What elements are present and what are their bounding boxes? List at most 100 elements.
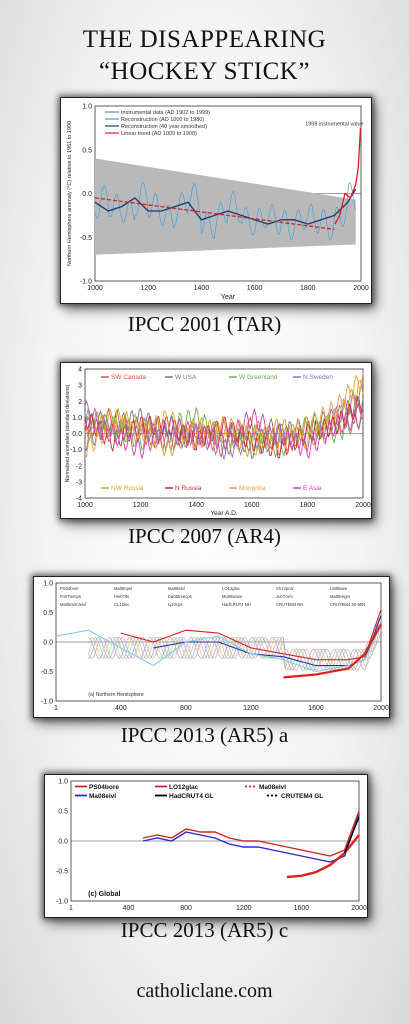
ar5c-panel-label: (c) Global	[88, 891, 120, 898]
ar5a-panel-label: (a) Northern Hemisphere	[88, 692, 144, 698]
ar5a-background-series	[88, 629, 382, 671]
tar-ytick-label: 0.0	[82, 191, 92, 198]
chart-ar5a-svg: 1 400 800 1200 1600 2000 -1.0 -0.5 0.0 0.5 1.0 PS04…	[41, 581, 389, 713]
ar5a-legend-label: Ma08minVeivf	[60, 602, 87, 607]
tar-ytick-label: 0.5	[82, 147, 92, 154]
tar-ytick-label: 1.0	[82, 104, 92, 111]
tar-ytick-label: -0.5	[80, 235, 92, 242]
title-line-2: “HOCKEY STICK”	[99, 58, 310, 85]
tar-xtick-label: 1800	[300, 285, 316, 292]
ar5a-legend-label: Da06treecps	[168, 594, 192, 599]
tar-legend-label: Reconstruction (AD 1000 to 1980)	[121, 117, 204, 123]
ar5a-legend-label: LO12glac	[222, 586, 240, 591]
ar4-legend-label: NW Russia	[111, 485, 144, 492]
ar5c-ytick-label: 1.0	[58, 779, 68, 786]
ar5c-legend-label: HadCRUT4 GL	[169, 793, 214, 800]
ar5a-legend-label: Ma08cpsl	[114, 586, 132, 591]
tar-series-line	[94, 197, 335, 231]
ar4-legend-label: W USA	[175, 374, 197, 381]
ar5c-xtick-label: 1600	[294, 905, 310, 912]
ar4-ytick-label: 0.0	[72, 431, 82, 438]
ar5c-series-line	[343, 816, 360, 854]
ar5a-legend-label: Ma08regm	[330, 594, 351, 599]
ar5a-legend-label: HadCRUT4 NH	[222, 602, 251, 607]
ar5a-legend-label: Hei07lts	[114, 594, 129, 599]
ar5c-xtick-label: 1	[69, 905, 73, 912]
ar5a-series-line	[283, 623, 382, 679]
tar-xtick-label: 2000	[353, 285, 369, 292]
ar5c-xtick-label: 800	[180, 905, 192, 912]
ar5a-legend-label: CRUTEM4 NH	[276, 602, 303, 607]
ar4-legend-label: Mongolia	[239, 485, 266, 492]
ar4-series-line	[84, 383, 364, 460]
tar-reconstruction-line	[94, 181, 357, 241]
chart-panel-ar5a: 1 400 800 1200 1600 2000 -1.0 -0.5 0.0 0.5 1.0 PS04…	[33, 576, 390, 718]
ar4-x-axis-label: Year A.D.	[210, 510, 237, 517]
ar5a-xtick-label: 1200	[243, 705, 259, 712]
ar5a-legend-label: Fri07temps	[60, 594, 81, 599]
ar5a-legend-label: CL12loc	[114, 602, 129, 607]
ar5c-legend-label: CRUTEM4 GL	[281, 793, 323, 800]
ar4-ytick-label: 4	[78, 367, 82, 374]
ar5a-ytick-label: 0.5	[43, 610, 53, 617]
tar-ytick-label: -1.0	[80, 279, 92, 286]
ar5a-ytick-label: 0.0	[43, 640, 53, 647]
ar4-ytick-label: 1.0	[72, 415, 82, 422]
ar4-ytick-label: -3	[76, 479, 82, 486]
chart-panel-ar4: 1000 1200 1400 1600 1800 2000 -4 -3 -2 -1.0 0.0 1.0…	[60, 362, 372, 519]
ar5a-xtick-label: 800	[180, 705, 192, 712]
tar-x-axis-label: Year	[221, 294, 236, 301]
chart-ar4-svg: 1000 1200 1400 1600 1800 2000 -4 -3 -2 -1.0 0.0 1.0…	[65, 367, 371, 518]
ar5c-xtick-label: 2000	[351, 905, 367, 912]
caption-tar: IPCC 2001 (TAR)	[127, 312, 282, 336]
ar4-legend-label: W Greenland	[239, 374, 278, 381]
ar4-xtick-label: 1400	[188, 502, 204, 509]
ar5a-legend-label: LM08ave	[330, 586, 348, 591]
ar4-ytick-label: -1.0	[70, 447, 82, 454]
ar5a-legend-label: Sh12pcar	[276, 586, 295, 591]
ar4-series-line	[84, 407, 364, 460]
ar4-xtick-label: 1800	[300, 502, 316, 509]
ar5a-series-line	[55, 624, 382, 673]
ar5c-legend-label: LO12glac	[169, 784, 199, 791]
ar4-series-line	[84, 372, 364, 459]
chart-panel-tar: 1000 1200 1400 1600 1800 2000 -1.0 -0.5 0.0 0.5 1.…	[60, 97, 372, 304]
tar-series-line	[334, 127, 362, 225]
ar5a-xtick-label: 2000	[373, 705, 389, 712]
ar5a-xtick-label: 1	[54, 705, 58, 712]
ar5c-legend-label: Ma08eivl	[259, 784, 286, 791]
tar-uncertainty-band	[95, 158, 356, 255]
ar5a-legend-label: Lj10cps	[168, 602, 182, 607]
ar4-xtick-label: 1000	[77, 502, 93, 509]
ar5c-ytick-label: 0.5	[58, 809, 68, 816]
ar5a-series-line	[120, 609, 382, 661]
ar5a-legend-label: PS04bore	[60, 586, 79, 591]
ar5c-ytick-label: 0.0	[58, 839, 68, 846]
tar-legend-label: Reconstruction (40 year smoothed)	[121, 124, 207, 130]
chart-panel-ar5c: 1 400 800 1200 1600 2000 -1.0 -0.5 0.0 0.5 1.0 PS04…	[44, 774, 368, 918]
tar-xtick-label: 1000	[87, 285, 103, 292]
ar5a-ytick-label: 1.0	[43, 581, 53, 588]
site-credit: catholiclane.com	[136, 980, 273, 1002]
ar5a-ytick-label: -1.0	[41, 699, 53, 706]
ar5c-legend-label: Ma08eivl	[89, 793, 116, 800]
ar4-legend-label: N Russia	[175, 485, 202, 492]
ar5a-xtick-label: 400	[115, 705, 127, 712]
ar4-ytick-label: 2	[78, 399, 82, 406]
ar5a-legend-label: Ma08eivl	[168, 586, 185, 591]
ar5a-background-series	[88, 619, 382, 671]
caption-ar5a: IPCC 2013 (AR5) a	[120, 723, 289, 747]
ar5c-series-line	[142, 810, 360, 857]
tar-legend-label: Instrumental data (AD 1902 to 1999)	[121, 110, 210, 116]
caption-ar4: IPCC 2007 (AR4)	[128, 524, 281, 548]
ar4-xtick-label: 2000	[355, 502, 371, 509]
ar5c-xtick-label: 1200	[236, 905, 252, 912]
ar4-legend-label: E Asia	[303, 485, 322, 492]
tar-annotation: 1998 instrumental value	[305, 121, 363, 127]
ar4-legend-label: SW Canada	[111, 374, 146, 381]
ar5c-xtick-label: 400	[123, 905, 135, 912]
ar5a-legend-label: Mo05wave	[222, 594, 243, 599]
ar4-y-axis-label: Normalised anomalies (standard deviation…	[65, 384, 71, 482]
tar-series-line	[94, 188, 357, 225]
ar5c-ytick-label: -1.0	[56, 899, 68, 906]
